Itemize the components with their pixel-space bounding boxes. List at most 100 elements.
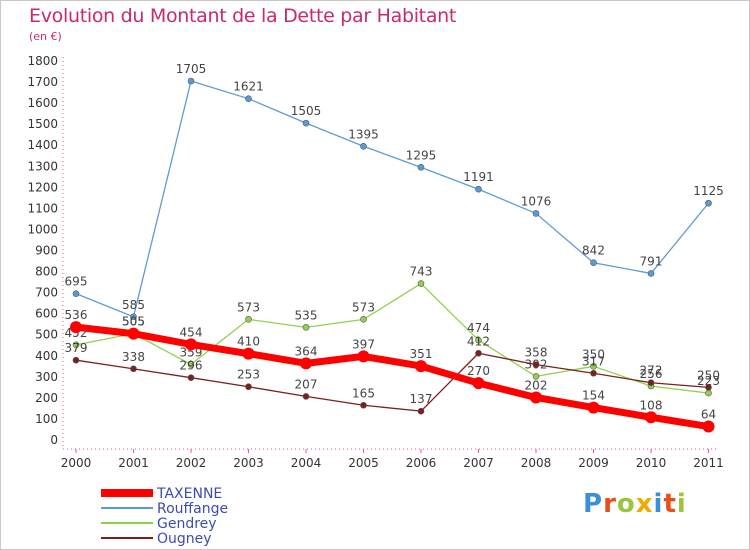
y-tick-label: 600 (35, 307, 58, 321)
logo-letter: i (653, 489, 664, 519)
data-label: 1705 (176, 62, 207, 76)
data-label: 573 (237, 300, 260, 314)
x-tick-label: 2011 (693, 456, 724, 470)
data-point (70, 321, 82, 334)
series-line-ougney (75, 352, 710, 412)
y-tick-label: 100 (35, 412, 58, 426)
data-label: 1191 (463, 170, 494, 184)
data-point (590, 363, 597, 370)
data-point (245, 316, 252, 323)
proxiti-logo: Proxiti (583, 489, 687, 519)
data-point (647, 379, 655, 387)
data-label: 474 (467, 321, 490, 335)
data-label: 410 (237, 335, 260, 349)
data-label: 1295 (406, 148, 437, 162)
data-label: 296 (180, 359, 203, 373)
data-label: 64 (701, 408, 716, 422)
y-tick-label: 200 (35, 391, 58, 405)
x-tick-label: 2000 (61, 456, 92, 470)
x-tick-label: 2007 (463, 456, 494, 470)
data-point (590, 259, 597, 267)
data-point (417, 164, 425, 171)
data-label: 535 (295, 308, 318, 322)
x-tick-label: 2008 (521, 456, 552, 470)
data-label: 250 (697, 368, 720, 382)
data-point (187, 361, 195, 368)
data-label: 317 (582, 354, 605, 368)
series-line-gendrey (75, 282, 710, 394)
y-tick-label: 1000 (27, 222, 58, 236)
data-label: 695 (65, 275, 88, 289)
data-label: 154 (582, 389, 605, 403)
y-tick-label: 1500 (27, 117, 58, 131)
y-tick-label: 1300 (27, 159, 58, 173)
data-label: 1076 (521, 194, 552, 208)
data-point (185, 338, 197, 351)
data-point (475, 185, 482, 193)
y-tick-label: 900 (35, 244, 58, 258)
data-point (187, 77, 195, 85)
data-point (242, 347, 255, 360)
data-label: 364 (295, 344, 318, 358)
data-label: 1125 (693, 184, 724, 198)
data-point (587, 401, 600, 414)
data-label: 351 (410, 347, 433, 361)
data-point (702, 420, 715, 433)
y-tick-label: 700 (35, 286, 58, 300)
x-tick-label: 2002 (176, 456, 207, 470)
data-point (360, 401, 367, 409)
data-label: 1621 (233, 80, 264, 94)
legend-label: Rouffange (157, 501, 228, 517)
y-tick-label: 300 (35, 370, 58, 384)
data-point (130, 365, 137, 373)
data-label: 397 (352, 337, 375, 351)
chart-title: Evolution du Montant de la Dette par Hab… (29, 5, 457, 27)
data-point (475, 349, 482, 357)
data-point (302, 393, 310, 400)
logo-letter: r (603, 489, 617, 519)
data-label: 842 (582, 244, 605, 258)
data-label: 743 (410, 265, 433, 279)
data-point (532, 373, 540, 380)
legend-label: Ougney (157, 531, 212, 547)
data-point (590, 369, 597, 377)
data-point (72, 341, 80, 349)
data-label: 202 (525, 378, 548, 392)
x-tick-label: 2006 (406, 456, 437, 470)
data-point (302, 119, 310, 127)
data-label: 536 (65, 308, 88, 322)
x-tick-label: 2003 (233, 456, 264, 470)
data-point (360, 316, 367, 323)
data-point (245, 383, 252, 391)
data-label: 350 (582, 347, 605, 361)
y-tick-label: 0 (50, 433, 58, 447)
data-label: 165 (352, 386, 375, 400)
data-point (127, 327, 140, 340)
logo-letter: t (663, 489, 677, 519)
data-point (475, 336, 482, 344)
x-tick-label: 2009 (578, 456, 609, 470)
y-tick-label: 500 (35, 328, 58, 342)
data-label: 223 (697, 374, 720, 388)
data-label: 253 (237, 368, 260, 382)
data-point (187, 374, 195, 381)
data-label: 108 (640, 398, 663, 412)
data-point (647, 270, 655, 277)
y-tick-label: 1600 (27, 96, 58, 110)
data-label: 505 (122, 315, 145, 329)
x-tick-label: 2001 (118, 456, 149, 470)
data-label: 256 (640, 367, 663, 381)
y-tick-label: 400 (35, 349, 58, 363)
logo-letter: i (676, 489, 687, 519)
data-label: 791 (640, 254, 663, 268)
data-point (645, 411, 657, 424)
data-label: 505 (122, 315, 145, 329)
data-point (472, 377, 485, 390)
legend-label: Gendrey (157, 516, 217, 532)
data-point (72, 356, 80, 364)
data-label: 412 (467, 334, 490, 348)
data-label: 338 (122, 350, 145, 364)
y-tick-label: 1800 (27, 54, 58, 68)
